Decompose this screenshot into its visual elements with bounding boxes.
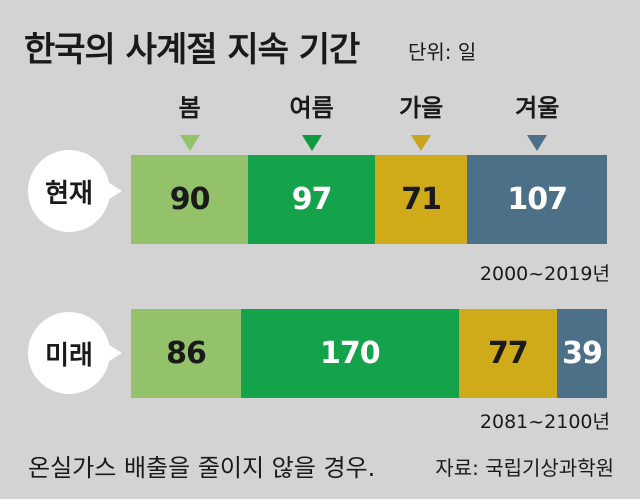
legend-label-autumn: 가을 <box>399 94 444 122</box>
row-label-current: 현재 <box>28 150 122 232</box>
footnote: 온실가스 배출을 줄이지 않을 경우. <box>28 454 376 482</box>
unit-label: 단위: 일 <box>408 40 477 64</box>
row-label-future: 미래 <box>28 312 122 394</box>
legend-marker-spring-icon <box>179 135 200 151</box>
legend-label-winter: 겨울 <box>515 94 560 122</box>
bar-segment-autumn-future: 77 <box>458 309 558 398</box>
bar-segment-summer-future: 170 <box>241 309 459 398</box>
bar-segment-summer-current: 97 <box>248 155 375 244</box>
bar-segment-spring-future: 86 <box>131 309 242 398</box>
period-label-future: 2081~2100년 <box>479 411 610 433</box>
chart-title: 한국의 사계절 지속 기간 <box>24 30 360 70</box>
stacked-bar-future: 86 170 77 39 <box>131 309 607 398</box>
legend-marker-winter-icon <box>527 135 548 151</box>
bar-segment-winter-future: 39 <box>557 309 607 398</box>
stacked-bar-current: 90 97 71 107 <box>131 155 607 244</box>
legend-label-summer: 여름 <box>289 94 334 122</box>
legend-marker-autumn-icon <box>411 135 432 151</box>
legend-marker-summer-icon <box>301 135 322 151</box>
period-label-current: 2000~2019년 <box>479 263 610 285</box>
bar-segment-autumn-current: 71 <box>374 155 468 244</box>
bar-segment-spring-current: 90 <box>131 155 249 244</box>
source-credit: 자료: 국립기상과학원 <box>435 456 614 480</box>
bar-segment-winter-current: 107 <box>467 155 607 244</box>
legend-label-spring: 봄 <box>178 94 201 122</box>
